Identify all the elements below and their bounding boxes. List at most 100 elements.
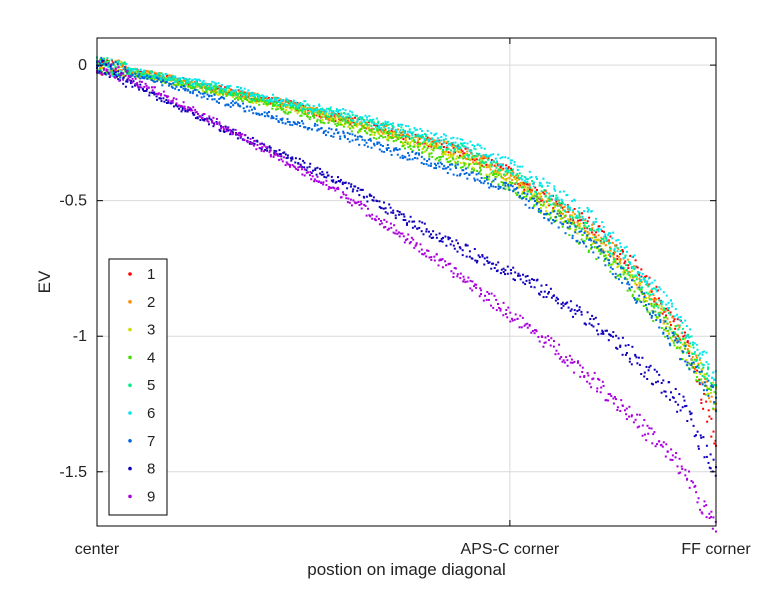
data-point xyxy=(500,163,503,166)
data-point xyxy=(508,171,511,174)
data-point xyxy=(480,160,483,163)
data-point xyxy=(278,149,281,152)
data-point xyxy=(363,144,366,147)
data-point xyxy=(419,143,422,145)
data-point xyxy=(411,132,414,135)
data-point xyxy=(450,270,453,273)
data-point xyxy=(672,341,675,344)
data-point xyxy=(609,235,612,238)
data-point xyxy=(243,138,246,141)
data-point xyxy=(528,188,531,191)
data-point xyxy=(229,129,231,132)
data-point xyxy=(580,227,583,230)
data-point xyxy=(642,278,645,281)
data-point xyxy=(669,313,672,316)
data-point xyxy=(161,84,164,87)
data-point xyxy=(385,130,388,133)
data-point xyxy=(458,145,461,148)
data-point xyxy=(151,89,154,92)
data-point xyxy=(487,157,490,160)
data-point xyxy=(549,211,552,214)
data-point xyxy=(653,431,656,434)
data-point xyxy=(480,173,483,176)
data-point xyxy=(630,414,633,417)
data-point xyxy=(428,155,431,158)
data-point xyxy=(534,329,537,332)
data-point xyxy=(277,104,280,107)
data-point xyxy=(473,248,476,250)
data-point xyxy=(449,243,452,246)
data-point xyxy=(333,115,336,118)
data-point xyxy=(126,80,129,83)
data-point xyxy=(634,353,637,356)
data-point xyxy=(657,297,660,300)
data-point xyxy=(645,291,648,294)
data-point xyxy=(462,280,465,283)
data-point xyxy=(693,351,696,354)
data-point xyxy=(213,93,216,96)
data-point xyxy=(566,193,569,196)
data-point xyxy=(189,109,192,112)
data-point xyxy=(382,122,385,125)
data-point xyxy=(453,267,456,269)
data-point xyxy=(663,310,666,313)
data-point xyxy=(479,165,482,167)
data-point xyxy=(330,112,333,115)
data-point xyxy=(404,136,407,139)
data-point xyxy=(496,160,498,163)
data-point xyxy=(189,84,192,87)
data-point xyxy=(307,127,310,130)
data-point xyxy=(102,59,105,62)
data-point xyxy=(487,182,490,185)
data-point xyxy=(530,331,533,334)
data-point xyxy=(477,254,480,257)
data-point xyxy=(231,133,234,136)
data-point xyxy=(697,379,700,382)
data-point xyxy=(705,400,708,403)
data-point xyxy=(401,134,404,137)
data-point xyxy=(548,291,550,294)
data-point xyxy=(617,238,620,241)
data-point xyxy=(558,357,561,360)
data-point xyxy=(576,232,579,235)
data-point xyxy=(578,241,581,244)
data-point xyxy=(209,88,212,91)
data-point xyxy=(683,341,686,344)
data-point xyxy=(310,178,313,181)
data-point xyxy=(601,230,604,232)
data-point xyxy=(159,75,162,78)
data-point xyxy=(162,77,165,80)
data-point xyxy=(142,70,145,73)
data-point xyxy=(171,101,173,103)
data-point xyxy=(552,219,555,221)
data-point xyxy=(561,301,564,304)
data-point xyxy=(174,78,177,81)
data-point xyxy=(260,97,263,99)
data-point xyxy=(616,247,619,250)
data-point xyxy=(471,166,474,169)
data-point xyxy=(565,356,568,359)
data-point xyxy=(540,199,543,202)
data-point xyxy=(503,178,506,181)
data-point xyxy=(461,249,464,252)
data-point xyxy=(504,182,507,184)
data-point xyxy=(636,270,639,273)
data-point xyxy=(564,232,567,235)
data-point xyxy=(400,213,403,216)
data-point xyxy=(593,371,596,374)
data-point xyxy=(239,91,242,94)
data-point xyxy=(287,101,290,104)
data-point xyxy=(100,71,103,74)
data-point xyxy=(368,129,371,132)
data-point xyxy=(488,186,491,189)
data-point xyxy=(546,185,549,187)
data-point xyxy=(213,98,216,101)
data-point xyxy=(238,97,241,100)
data-point xyxy=(429,143,432,145)
data-point xyxy=(371,199,374,202)
legend-marker xyxy=(128,300,132,304)
data-point xyxy=(242,97,245,100)
data-point xyxy=(207,83,210,86)
data-point xyxy=(638,286,641,289)
data-point xyxy=(516,186,518,189)
